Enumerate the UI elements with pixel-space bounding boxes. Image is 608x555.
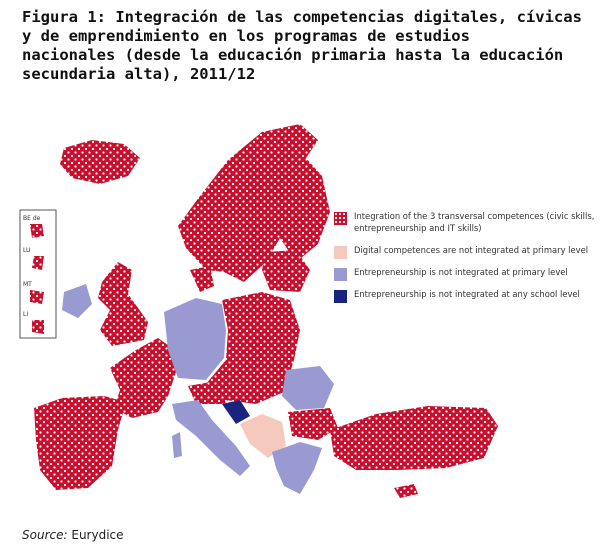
region-austria [188, 380, 236, 404]
legend-swatch-lavender [334, 268, 347, 281]
legend-swatch-light-pink [334, 246, 347, 259]
inset-region-be-de [30, 224, 44, 238]
region-denmark [190, 266, 214, 292]
region-iberia [34, 396, 126, 490]
region-central-europe [206, 292, 300, 404]
inset-label-mt: MT [23, 281, 32, 288]
inset-region-li [32, 320, 44, 334]
region-cyprus [394, 484, 418, 498]
inset-label-be-de: BE de [23, 215, 41, 222]
source-line: Source: Eurydice [22, 528, 124, 542]
region-sardinia [172, 432, 182, 458]
legend-label: Digital competences are not integrated a… [354, 245, 589, 255]
region-baltics [262, 250, 310, 292]
source-label: Source: [22, 528, 68, 542]
source-value: Eurydice [71, 528, 124, 542]
region-romania [282, 366, 334, 410]
region-western-balkans [240, 414, 286, 458]
inset-region-lu [32, 256, 44, 270]
legend-swatch-navy [334, 290, 347, 303]
region-france [110, 338, 176, 418]
legend-item-digital-not-primary: Digital competences are not integrated a… [334, 244, 604, 259]
legend-label: Entrepreneurship is not integrated at an… [354, 289, 580, 299]
region-iceland [60, 140, 140, 184]
legend-swatch-red-dots [334, 212, 347, 225]
map-legend: Integration of the 3 transversal compete… [334, 210, 604, 310]
region-ireland [62, 284, 92, 318]
region-scandinavia [178, 124, 330, 282]
region-great-britain [98, 262, 148, 346]
inset-region-mt [30, 290, 44, 304]
region-greece [272, 442, 322, 494]
legend-label: Integration of the 3 transversal compete… [354, 211, 595, 233]
legend-item-three-competences: Integration of the 3 transversal compete… [334, 210, 604, 234]
figure-title: Figura 1: Integración de las competencia… [22, 8, 582, 83]
legend-item-entrepreneurship-none: Entrepreneurship is not integrated at an… [334, 288, 604, 303]
inset-label-li: LI [23, 311, 28, 318]
region-germany [164, 298, 226, 380]
region-turkey [330, 406, 498, 470]
legend-item-entrepreneurship-not-primary: Entrepreneurship is not integrated at pr… [334, 266, 604, 281]
legend-label: Entrepreneurship is not integrated at pr… [354, 267, 568, 277]
region-croatia [222, 400, 250, 424]
region-bulgaria [288, 408, 338, 440]
inset-label-lu: LU [23, 247, 30, 254]
region-italy [172, 400, 250, 476]
europe-map: BE de LU MT LI [19, 124, 498, 498]
